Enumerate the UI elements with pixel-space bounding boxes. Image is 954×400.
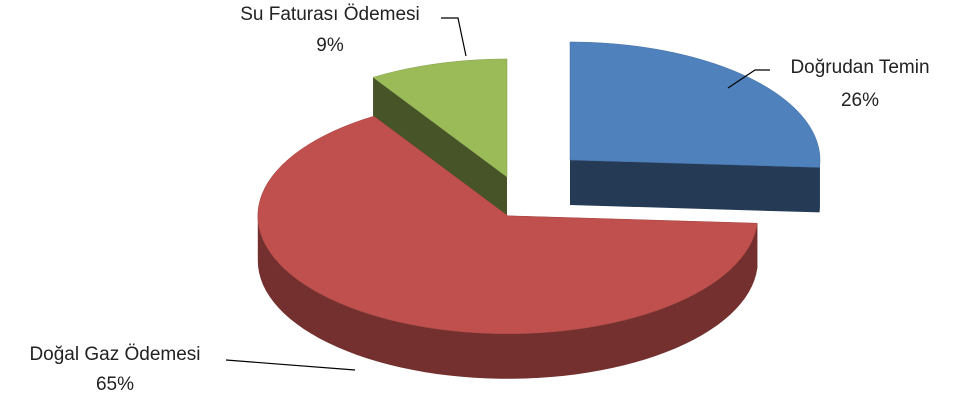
value-label: 65% <box>96 374 134 395</box>
category-label: Doğrudan Temin <box>790 57 929 78</box>
slice <box>569 41 821 168</box>
leader-line <box>225 359 356 371</box>
category-label: Doğal Gaz Ödemesi <box>29 344 200 365</box>
slice-face <box>570 160 820 213</box>
leader-line <box>727 69 770 89</box>
slice-face <box>373 77 507 222</box>
slice <box>257 115 758 335</box>
value-label: 9% <box>316 35 344 56</box>
leader-line <box>441 17 467 57</box>
slice-side <box>257 215 758 379</box>
value-label: 26% <box>841 90 879 111</box>
category-label: Su Faturası Ödemesi <box>240 4 420 25</box>
slice <box>372 58 508 178</box>
